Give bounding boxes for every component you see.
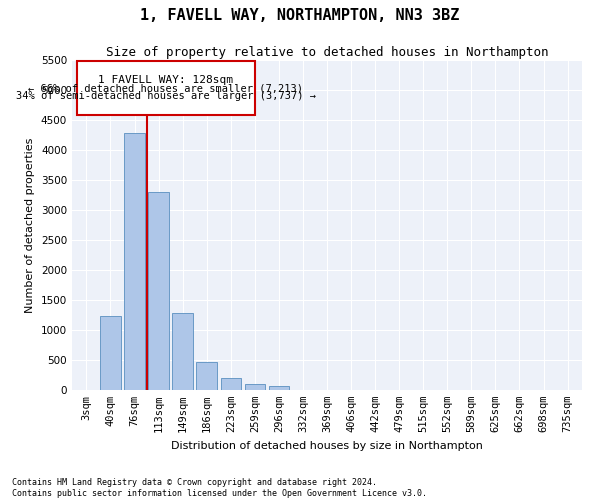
X-axis label: Distribution of detached houses by size in Northampton: Distribution of detached houses by size … [171, 440, 483, 450]
Bar [269, 386, 289, 390]
Bar [124, 133, 145, 390]
Bar [100, 316, 121, 390]
Bar [221, 378, 241, 390]
Text: 1, FAVELL WAY, NORTHAMPTON, NN3 3BZ: 1, FAVELL WAY, NORTHAMPTON, NN3 3BZ [140, 8, 460, 22]
Text: 34% of semi-detached houses are larger (3,737) →: 34% of semi-detached houses are larger (… [16, 92, 316, 102]
Text: Contains HM Land Registry data © Crown copyright and database right 2024.
Contai: Contains HM Land Registry data © Crown c… [12, 478, 427, 498]
Y-axis label: Number of detached properties: Number of detached properties [25, 138, 35, 312]
Bar [148, 192, 169, 390]
Bar [245, 384, 265, 390]
Bar [172, 312, 193, 390]
Text: ← 66% of detached houses are smaller (7,213): ← 66% of detached houses are smaller (7,… [28, 83, 304, 93]
Title: Size of property relative to detached houses in Northampton: Size of property relative to detached ho… [106, 46, 548, 59]
Text: 1 FAVELL WAY: 128sqm: 1 FAVELL WAY: 128sqm [98, 75, 233, 85]
Bar [196, 362, 217, 390]
FancyBboxPatch shape [77, 61, 255, 115]
